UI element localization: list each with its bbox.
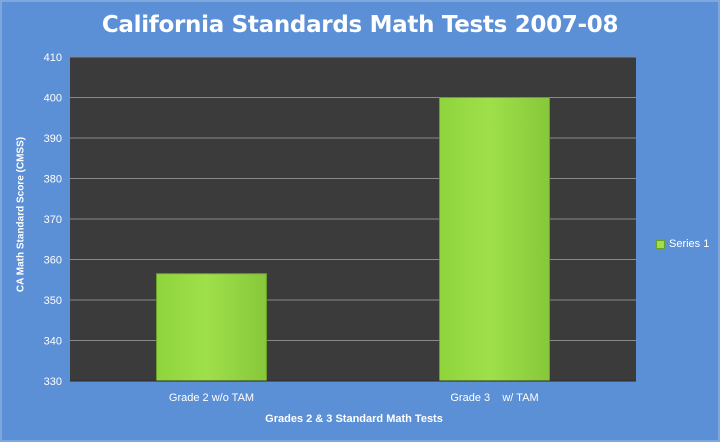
legend: Series 1 <box>656 238 709 250</box>
y-tick-label: 360 <box>44 255 62 267</box>
y-tick-label: 350 <box>44 295 62 307</box>
x-tick-label: Grade 3 w/ TAM <box>450 392 538 404</box>
y-tick-label: 340 <box>44 336 62 348</box>
chart-title: California Standards Math Tests 2007-08 <box>101 12 619 38</box>
bar <box>439 97 550 382</box>
y-tick-label: 370 <box>44 214 62 226</box>
bar <box>156 273 267 382</box>
x-axis-label: Grades 2 & 3 Standard Math Tests <box>265 413 443 425</box>
y-tick-label: 410 <box>44 52 62 64</box>
legend-swatch <box>656 239 665 249</box>
y-tick-label: 390 <box>44 133 62 145</box>
x-tick-label: Grade 2 w/o TAM <box>169 392 254 404</box>
y-tick-label: 380 <box>44 174 62 186</box>
y-tick-label: 400 <box>44 93 62 105</box>
legend-label: Series 1 <box>669 238 710 250</box>
y-axis-label: CA Math Standard Score (CMSS) <box>15 136 27 293</box>
y-tick-label: 330 <box>44 376 62 388</box>
